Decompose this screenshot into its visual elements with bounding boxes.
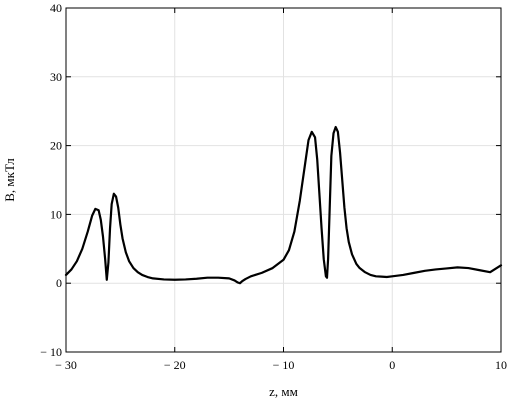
- x-tick-label: − 20: [164, 358, 186, 372]
- y-tick-label: 20: [50, 139, 62, 153]
- x-tick-label: − 10: [273, 358, 295, 372]
- x-tick-labels: − 30 − 20 − 10 0 10: [55, 358, 507, 372]
- x-axis-label: z, мм: [269, 384, 298, 399]
- x-tick-label: − 30: [55, 358, 77, 372]
- x-tick-label: 0: [389, 358, 395, 372]
- y-tick-label: 40: [50, 1, 62, 15]
- y-tick-labels: − 10 0 10 20 30 40: [40, 1, 62, 359]
- series-line: [64, 125, 503, 285]
- grid-lines: [66, 8, 501, 352]
- axis-ticks: [65, 7, 502, 353]
- x-tick-label: 10: [495, 358, 507, 372]
- y-tick-label: 10: [50, 207, 62, 221]
- y-tick-label: − 10: [40, 345, 62, 359]
- y-tick-label: 0: [56, 276, 62, 290]
- y-axis-label: B, мкТл: [2, 158, 17, 202]
- y-tick-label: 30: [50, 70, 62, 84]
